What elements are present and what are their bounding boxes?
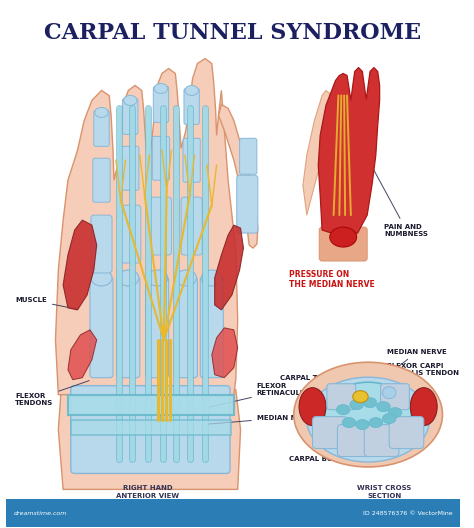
Ellipse shape: [388, 408, 401, 418]
Ellipse shape: [118, 270, 139, 286]
FancyBboxPatch shape: [312, 417, 347, 448]
FancyBboxPatch shape: [90, 277, 113, 378]
Ellipse shape: [154, 83, 168, 93]
FancyBboxPatch shape: [174, 277, 197, 378]
FancyBboxPatch shape: [153, 87, 169, 122]
Ellipse shape: [201, 270, 222, 286]
FancyBboxPatch shape: [319, 227, 367, 261]
Ellipse shape: [95, 107, 108, 117]
Text: CARPAL TUNNEL: CARPAL TUNNEL: [280, 375, 344, 407]
Text: FLEXOR
TENDONS: FLEXOR TENDONS: [15, 381, 89, 406]
FancyBboxPatch shape: [152, 136, 170, 180]
FancyBboxPatch shape: [240, 138, 257, 174]
Ellipse shape: [342, 418, 356, 428]
Polygon shape: [68, 330, 97, 380]
FancyBboxPatch shape: [93, 158, 110, 202]
Text: MEDIAN NERVE: MEDIAN NERVE: [205, 414, 317, 425]
Bar: [6, 499, 460, 527]
Ellipse shape: [175, 270, 196, 286]
Ellipse shape: [294, 362, 442, 467]
Ellipse shape: [383, 413, 396, 423]
Polygon shape: [219, 105, 258, 248]
Text: ID 248576376 © VectorMine: ID 248576376 © VectorMine: [363, 511, 453, 516]
Ellipse shape: [325, 382, 411, 447]
Ellipse shape: [369, 418, 383, 428]
FancyBboxPatch shape: [122, 146, 139, 190]
FancyBboxPatch shape: [389, 417, 424, 448]
FancyBboxPatch shape: [150, 197, 172, 255]
Ellipse shape: [124, 96, 137, 106]
FancyBboxPatch shape: [337, 425, 372, 457]
Ellipse shape: [307, 377, 429, 462]
Polygon shape: [303, 90, 330, 215]
Ellipse shape: [353, 391, 368, 403]
Text: WRIST CROSS
SECTION: WRIST CROSS SECTION: [357, 485, 411, 499]
Text: MEDIAN NERVE: MEDIAN NERVE: [363, 349, 447, 395]
Text: PRESSURE ON
THE MEDIAN NERVE: PRESSURE ON THE MEDIAN NERVE: [289, 270, 374, 289]
Text: dreamstime.com: dreamstime.com: [13, 511, 67, 516]
Ellipse shape: [299, 388, 326, 426]
FancyBboxPatch shape: [94, 110, 109, 146]
Polygon shape: [212, 328, 237, 378]
Polygon shape: [55, 59, 237, 394]
Text: CARPAL BONES: CARPAL BONES: [289, 444, 348, 463]
Ellipse shape: [364, 398, 377, 408]
Ellipse shape: [146, 270, 168, 286]
Polygon shape: [318, 68, 380, 237]
Ellipse shape: [356, 420, 369, 430]
FancyBboxPatch shape: [365, 425, 399, 457]
Ellipse shape: [383, 386, 396, 399]
FancyBboxPatch shape: [120, 205, 141, 263]
Ellipse shape: [185, 86, 198, 96]
Ellipse shape: [410, 388, 437, 426]
FancyBboxPatch shape: [71, 385, 230, 474]
FancyBboxPatch shape: [181, 197, 202, 255]
Text: CARPAL TUNNEL SYNDROME: CARPAL TUNNEL SYNDROME: [45, 22, 421, 44]
Ellipse shape: [377, 402, 390, 412]
Polygon shape: [58, 390, 241, 489]
FancyBboxPatch shape: [123, 98, 138, 134]
Ellipse shape: [350, 400, 364, 410]
FancyBboxPatch shape: [201, 277, 223, 378]
FancyBboxPatch shape: [183, 138, 201, 182]
Text: PAIN AND
NUMBNESS: PAIN AND NUMBNESS: [362, 148, 428, 237]
Polygon shape: [63, 220, 97, 310]
Polygon shape: [68, 394, 234, 414]
Text: FLEXOR
RETINACULUM: FLEXOR RETINACULUM: [210, 383, 313, 407]
Ellipse shape: [91, 270, 112, 286]
Text: RIGHT HAND
ANTERIOR VIEW: RIGHT HAND ANTERIOR VIEW: [116, 485, 179, 499]
FancyBboxPatch shape: [117, 277, 140, 378]
FancyBboxPatch shape: [381, 384, 410, 410]
FancyBboxPatch shape: [91, 215, 112, 273]
Ellipse shape: [337, 404, 350, 414]
Text: MUSCLE: MUSCLE: [15, 297, 78, 309]
Polygon shape: [71, 420, 231, 435]
Ellipse shape: [330, 227, 356, 247]
FancyBboxPatch shape: [146, 277, 169, 378]
FancyBboxPatch shape: [184, 89, 200, 125]
FancyBboxPatch shape: [327, 384, 356, 410]
FancyBboxPatch shape: [237, 175, 258, 233]
Polygon shape: [215, 225, 244, 310]
Text: FLEXOR CARPI
RADIALIS TENDON: FLEXOR CARPI RADIALIS TENDON: [387, 363, 459, 391]
